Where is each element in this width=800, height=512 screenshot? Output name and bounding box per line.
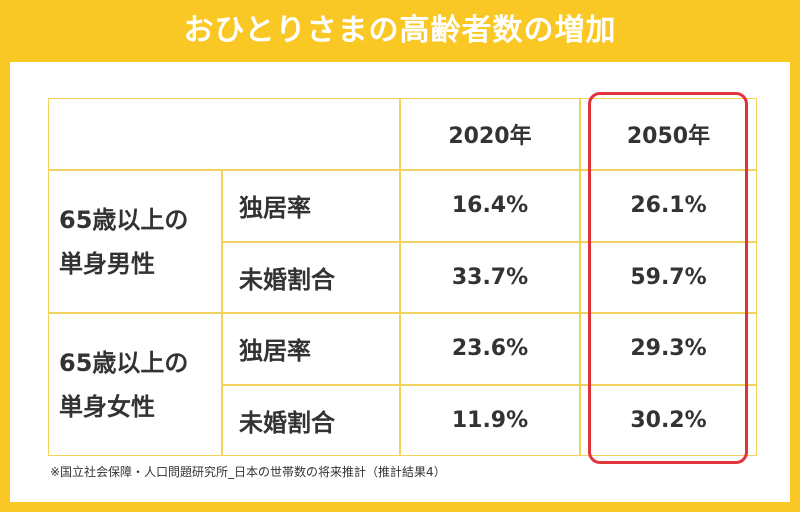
title: おひとりさまの高齢者数の増加 — [183, 13, 617, 48]
value-cell: 23.6% — [400, 313, 580, 385]
group-label: 65歳以上の 単身男性 — [48, 170, 222, 313]
value-cell: 29.3% — [580, 313, 757, 385]
column-header: 2020年 — [400, 98, 580, 170]
group-label-line: 単身女性 — [59, 392, 155, 421]
row-label: 独居率 — [222, 313, 400, 385]
highlight-frame — [588, 92, 748, 464]
group-label-line: 単身男性 — [59, 249, 155, 278]
value-cell: 33.7% — [400, 241, 580, 313]
row-label: 独居率 — [222, 170, 400, 242]
header-blank — [48, 98, 400, 170]
footnote: ※国立社会保障・人口問題研究所_日本の世帯数の将来推計（推計結果4） — [50, 465, 446, 479]
group-label: 65歳以上の 単身女性 — [48, 313, 222, 456]
value-cell: 26.1% — [580, 170, 757, 242]
column-header: 2050年 — [580, 98, 757, 170]
row-label: 未婚割合 — [222, 241, 400, 313]
value-cell: 16.4% — [400, 170, 580, 242]
value-cell: 30.2% — [580, 384, 757, 456]
value-cell: 11.9% — [400, 384, 580, 456]
group-label-line: 65歳以上の — [59, 348, 189, 377]
row-label: 未婚割合 — [222, 384, 400, 456]
value-cell: 59.7% — [580, 241, 757, 313]
group-label-line: 65歳以上の — [59, 205, 189, 234]
